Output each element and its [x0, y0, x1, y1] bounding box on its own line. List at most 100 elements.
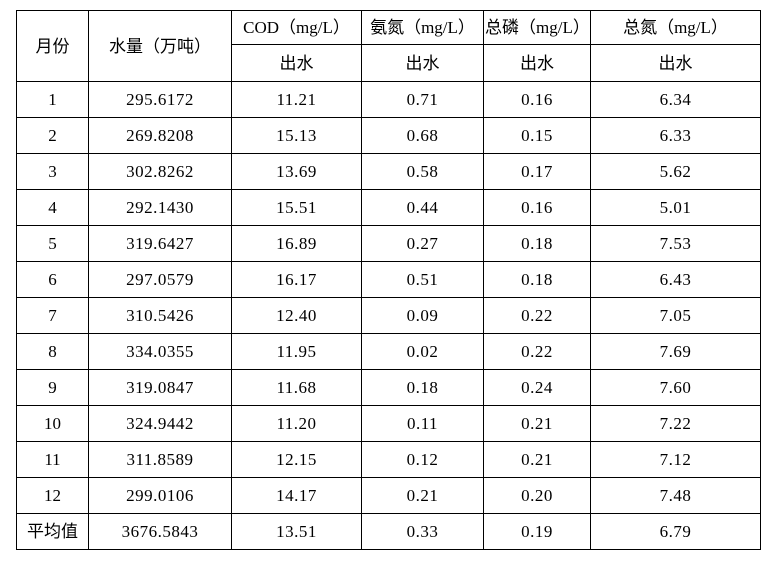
cell-total-nitrogen: 6.79	[590, 513, 761, 550]
cell-water-volume: 319.6427	[88, 225, 232, 262]
cell-cod: 16.89	[231, 225, 362, 262]
cell-total-phosphorus: 0.16	[483, 189, 591, 226]
cell-cod: 12.40	[231, 297, 362, 334]
cell-total-nitrogen: 7.53	[590, 225, 761, 262]
cell-month: 10	[16, 405, 89, 442]
cell-total-phosphorus: 0.22	[483, 333, 591, 370]
cell-water-volume: 334.0355	[88, 333, 232, 370]
table-body: 1 295.6172 11.21 0.71 0.16 6.34 2 269.82…	[16, 81, 761, 550]
table-row: 7 310.5426 12.40 0.09 0.22 7.05	[16, 297, 761, 334]
header-water-volume: 水量（万吨）	[88, 10, 232, 82]
cell-month: 7	[16, 297, 89, 334]
cell-total-nitrogen: 7.22	[590, 405, 761, 442]
table-row: 3 302.8262 13.69 0.58 0.17 5.62	[16, 153, 761, 190]
cell-water-volume: 311.8589	[88, 441, 232, 478]
cell-month: 8	[16, 333, 89, 370]
table-row: 12 299.0106 14.17 0.21 0.20 7.48	[16, 477, 761, 514]
cell-water-volume: 310.5426	[88, 297, 232, 334]
cell-total-nitrogen: 7.48	[590, 477, 761, 514]
water-quality-table: 月份 水量（万吨） COD（mg/L） 氨氮（mg/L） 总磷（mg/L） 总氮…	[16, 10, 761, 550]
cell-cod: 11.95	[231, 333, 362, 370]
cell-cod: 11.21	[231, 81, 362, 118]
cell-ammonia-nitrogen: 0.33	[361, 513, 484, 550]
cell-month: 2	[16, 117, 89, 154]
header-month: 月份	[16, 10, 89, 82]
table-row: 9 319.0847 11.68 0.18 0.24 7.60	[16, 369, 761, 406]
subheader-cod-effluent: 出水	[231, 44, 362, 82]
cell-month: 12	[16, 477, 89, 514]
cell-ammonia-nitrogen: 0.71	[361, 81, 484, 118]
header-cod: COD（mg/L）	[231, 10, 362, 45]
cell-total-phosphorus: 0.21	[483, 405, 591, 442]
table-row: 4 292.1430 15.51 0.44 0.16 5.01	[16, 189, 761, 226]
cell-cod: 14.17	[231, 477, 362, 514]
cell-total-phosphorus: 0.15	[483, 117, 591, 154]
table-row: 1 295.6172 11.21 0.71 0.16 6.34	[16, 81, 761, 118]
cell-water-volume: 319.0847	[88, 369, 232, 406]
table-row: 10 324.9442 11.20 0.11 0.21 7.22	[16, 405, 761, 442]
cell-cod: 12.15	[231, 441, 362, 478]
subheader-ammonia-effluent: 出水	[361, 44, 484, 82]
cell-ammonia-nitrogen: 0.21	[361, 477, 484, 514]
cell-total-nitrogen: 7.05	[590, 297, 761, 334]
header-total-phosphorus: 总磷（mg/L）	[483, 10, 591, 45]
cell-ammonia-nitrogen: 0.02	[361, 333, 484, 370]
cell-month: 1	[16, 81, 89, 118]
cell-total-nitrogen: 5.62	[590, 153, 761, 190]
cell-cod: 13.69	[231, 153, 362, 190]
table-row: 11 311.8589 12.15 0.12 0.21 7.12	[16, 441, 761, 478]
cell-water-volume: 295.6172	[88, 81, 232, 118]
cell-ammonia-nitrogen: 0.44	[361, 189, 484, 226]
subheader-nitrogen-effluent: 出水	[590, 44, 761, 82]
table-row: 2 269.8208 15.13 0.68 0.15 6.33	[16, 117, 761, 154]
cell-total-nitrogen: 6.33	[590, 117, 761, 154]
cell-total-phosphorus: 0.18	[483, 261, 591, 298]
cell-month: 11	[16, 441, 89, 478]
cell-total-nitrogen: 6.43	[590, 261, 761, 298]
cell-total-nitrogen: 6.34	[590, 81, 761, 118]
cell-ammonia-nitrogen: 0.09	[361, 297, 484, 334]
cell-month: 5	[16, 225, 89, 262]
cell-water-volume: 297.0579	[88, 261, 232, 298]
table-row: 6 297.0579 16.17 0.51 0.18 6.43	[16, 261, 761, 298]
cell-ammonia-nitrogen: 0.11	[361, 405, 484, 442]
cell-ammonia-nitrogen: 0.68	[361, 117, 484, 154]
cell-total-nitrogen: 7.12	[590, 441, 761, 478]
cell-ammonia-nitrogen: 0.51	[361, 261, 484, 298]
cell-cod: 15.51	[231, 189, 362, 226]
cell-month: 9	[16, 369, 89, 406]
cell-total-phosphorus: 0.19	[483, 513, 591, 550]
cell-ammonia-nitrogen: 0.18	[361, 369, 484, 406]
cell-total-phosphorus: 0.22	[483, 297, 591, 334]
cell-total-nitrogen: 7.69	[590, 333, 761, 370]
cell-cod: 16.17	[231, 261, 362, 298]
cell-total-phosphorus: 0.21	[483, 441, 591, 478]
cell-water-volume: 302.8262	[88, 153, 232, 190]
cell-total-phosphorus: 0.16	[483, 81, 591, 118]
cell-total-nitrogen: 5.01	[590, 189, 761, 226]
cell-water-volume: 324.9442	[88, 405, 232, 442]
table-row: 平均值 3676.5843 13.51 0.33 0.19 6.79	[16, 513, 761, 550]
header-ammonia-nitrogen: 氨氮（mg/L）	[361, 10, 484, 45]
cell-total-phosphorus: 0.20	[483, 477, 591, 514]
cell-cod: 13.51	[231, 513, 362, 550]
cell-ammonia-nitrogen: 0.27	[361, 225, 484, 262]
table-row: 8 334.0355 11.95 0.02 0.22 7.69	[16, 333, 761, 370]
cell-ammonia-nitrogen: 0.12	[361, 441, 484, 478]
table-header: 月份 水量（万吨） COD（mg/L） 氨氮（mg/L） 总磷（mg/L） 总氮…	[16, 10, 761, 82]
cell-month: 3	[16, 153, 89, 190]
cell-water-volume: 299.0106	[88, 477, 232, 514]
cell-month: 6	[16, 261, 89, 298]
cell-cod: 11.68	[231, 369, 362, 406]
cell-total-nitrogen: 7.60	[590, 369, 761, 406]
header-total-nitrogen: 总氮（mg/L）	[590, 10, 761, 45]
table-row: 5 319.6427 16.89 0.27 0.18 7.53	[16, 225, 761, 262]
subheader-phosphorus-effluent: 出水	[483, 44, 591, 82]
cell-total-phosphorus: 0.24	[483, 369, 591, 406]
cell-water-volume: 3676.5843	[88, 513, 232, 550]
cell-month: 平均值	[16, 513, 89, 550]
cell-water-volume: 292.1430	[88, 189, 232, 226]
cell-cod: 11.20	[231, 405, 362, 442]
cell-total-phosphorus: 0.18	[483, 225, 591, 262]
